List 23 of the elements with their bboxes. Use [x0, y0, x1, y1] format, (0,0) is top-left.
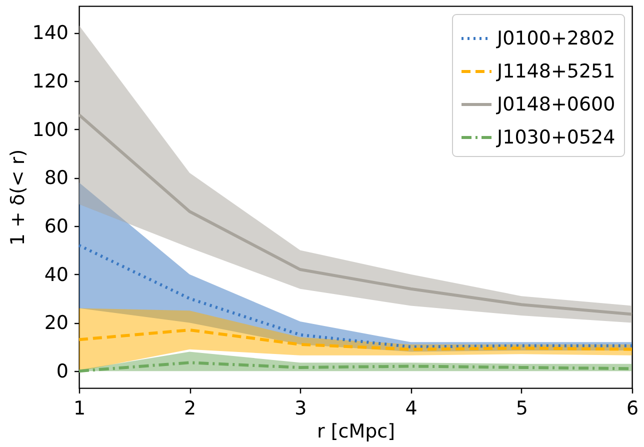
legend-label: J1148+5251 — [496, 60, 616, 82]
line-series — [78, 328, 634, 351]
line-series — [78, 113, 634, 316]
y-tick-label: 120 — [32, 70, 68, 92]
y-tick-label: 0 — [56, 360, 68, 383]
line-series — [78, 244, 634, 348]
x-tick-label: 2 — [184, 398, 196, 420]
x-tick-label: 6 — [626, 398, 639, 420]
x-tick-label: 5 — [516, 398, 528, 420]
legend-label: J0100+2802 — [496, 28, 616, 50]
x-axis-title: r [cMpc] — [316, 420, 396, 442]
y-tick-label: 140 — [32, 22, 68, 44]
x-tick-label: 4 — [405, 398, 418, 420]
y-tick-label: 60 — [44, 216, 68, 238]
y-tick-label: 40 — [44, 264, 68, 286]
legend-label: J1030+0524 — [496, 126, 616, 148]
legend-label: J0148+0600 — [496, 94, 616, 116]
x-tick-label: 3 — [294, 398, 307, 420]
x-tick-label: 1 — [73, 398, 86, 420]
y-axis-title: 1 + δ(< r) — [7, 149, 30, 246]
y-tick-label: 80 — [44, 167, 68, 190]
y-tick-label: 100 — [32, 118, 68, 141]
y-tick-label: 20 — [44, 312, 68, 334]
